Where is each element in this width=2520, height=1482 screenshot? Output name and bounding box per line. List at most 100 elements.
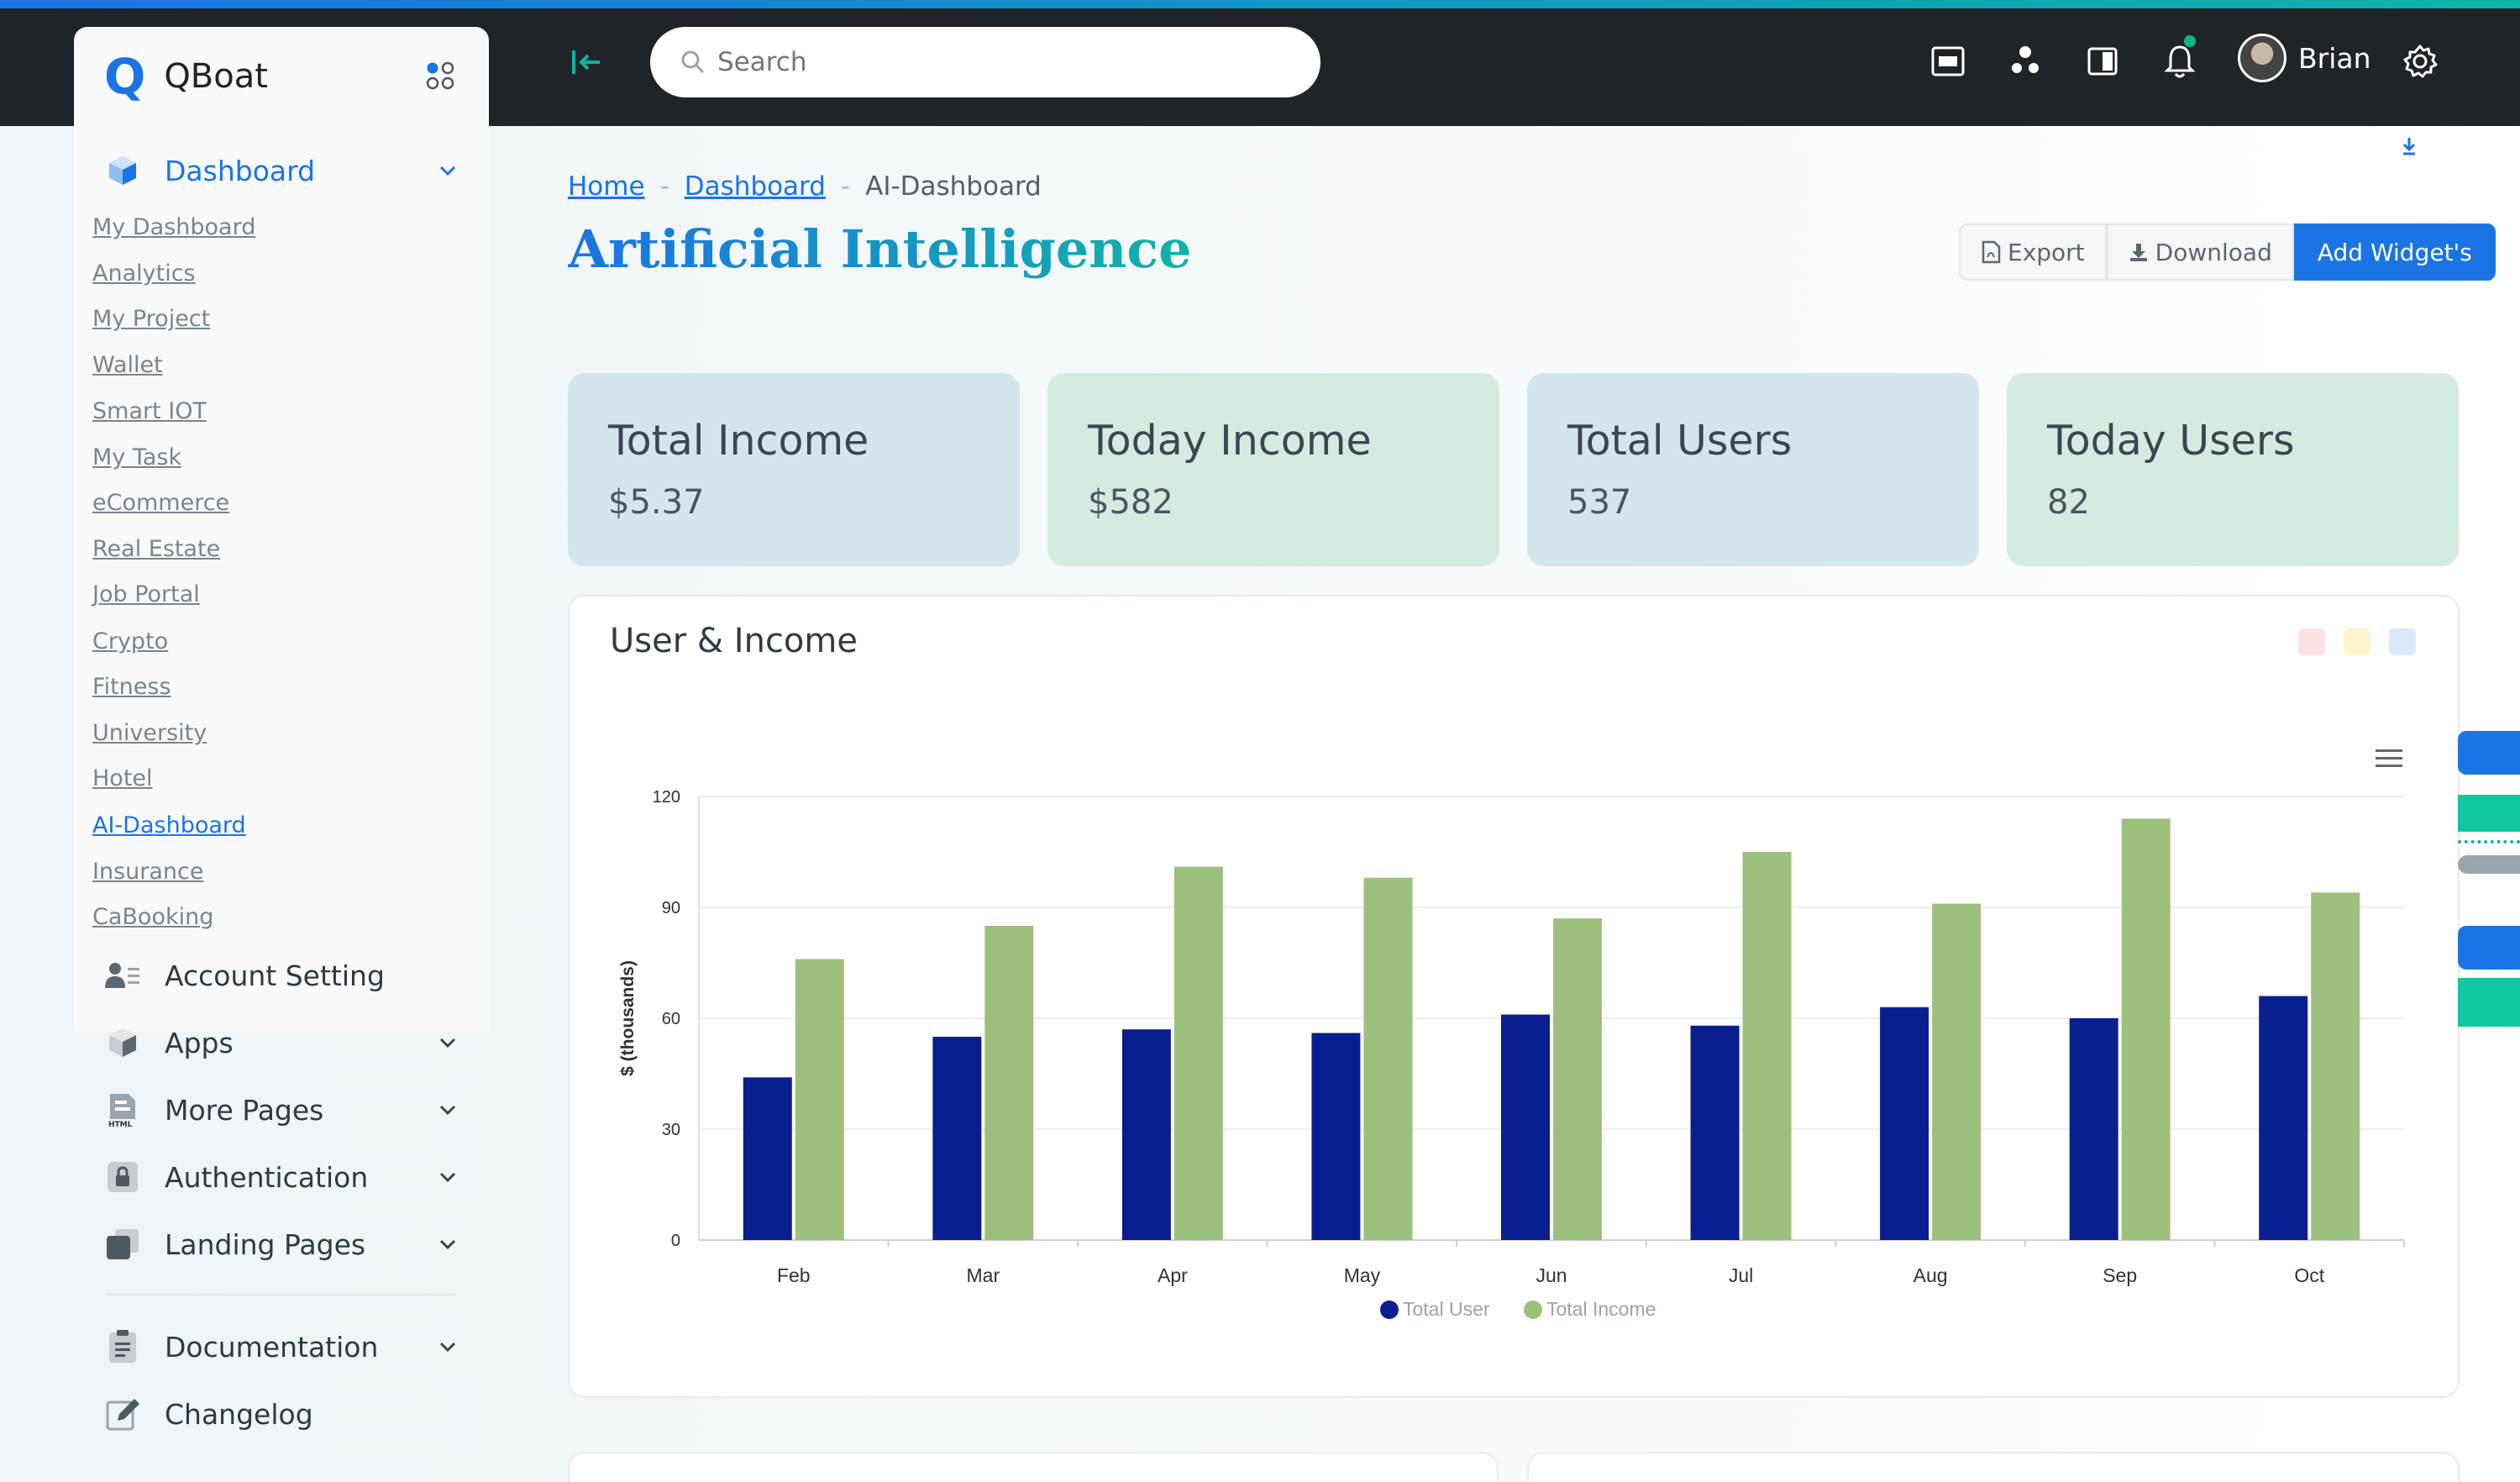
document-icon: [104, 1328, 141, 1365]
box-icon: [104, 1024, 141, 1061]
x-tick-label: Sep: [2103, 1264, 2137, 1286]
edge-widget-dots: [2458, 840, 2520, 849]
fullscreen-icon[interactable]: [1927, 40, 1969, 82]
sidebar-subitem-ecommerce[interactable]: eCommerce: [92, 490, 230, 516]
chevron-down-icon: [435, 1030, 460, 1055]
bottom-card-right: [1527, 1452, 2460, 1482]
sidebar-subitem-real-estate[interactable]: Real Estate: [92, 536, 221, 562]
sidebar-divider: [106, 1294, 455, 1295]
collapse-sidebar-icon[interactable]: [571, 49, 601, 76]
sidebar-item-label: Landing Pages: [165, 1227, 366, 1261]
edge-widget-teal[interactable]: [2458, 795, 2520, 832]
sidebar-subitem-my-project[interactable]: My Project: [92, 306, 211, 332]
breadcrumb-separator: -: [840, 171, 851, 202]
search-bar[interactable]: [650, 27, 1320, 97]
stat-title: Total Income: [608, 417, 869, 465]
close-card-icon[interactable]: [2298, 628, 2325, 655]
export-label: Export: [2008, 238, 2085, 266]
chart-menu-icon[interactable]: [2376, 748, 2402, 770]
breadcrumb-dashboard[interactable]: Dashboard: [684, 171, 826, 202]
add-widgets-button[interactable]: Add Widget's: [2293, 223, 2496, 281]
sidebar-subitem-crypto[interactable]: Crypto: [92, 628, 169, 654]
sidebar-item-changelog[interactable]: Changelog: [104, 1385, 460, 1443]
user-name: Brian: [2298, 41, 2371, 75]
bar-total-income: [1742, 852, 1792, 1240]
bar-total-user: [932, 1037, 982, 1240]
user-income-card: User & Income 0 30 60 90 120 Feb Mar Apr May Jun J…: [568, 595, 2460, 1398]
sidebar-item-landing-pages[interactable]: Landing Pages: [104, 1215, 460, 1274]
bar-total-income: [1553, 918, 1602, 1240]
sidebar-subitem-fitness[interactable]: Fitness: [92, 674, 171, 700]
stat-card-today-income: Today Income $582: [1047, 373, 1499, 566]
lock-icon: [104, 1159, 141, 1196]
download-tab-icon[interactable]: [2374, 126, 2444, 166]
bar-total-user: [1311, 1033, 1361, 1240]
sidebar-subitem-ai-dashboard[interactable]: AI-Dashboard: [92, 812, 246, 838]
legend-marker: [1380, 1301, 1399, 1319]
sidebar-subitem-university[interactable]: University: [92, 720, 207, 746]
search-icon: [681, 50, 705, 74]
sidebar-subitem-analytics[interactable]: Analytics: [92, 260, 196, 286]
download-button[interactable]: Download: [2106, 223, 2294, 281]
svg-text:HTML: HTML: [108, 1121, 133, 1127]
chevron-down-icon: [435, 1334, 460, 1359]
y-tick-label: 120: [653, 788, 680, 807]
bottom-card-left: [568, 1452, 1499, 1482]
edge-widget-grey[interactable]: [2458, 855, 2520, 874]
brand[interactable]: Q QBoat: [74, 27, 489, 126]
sidebar-item-apps[interactable]: Apps: [104, 1013, 460, 1072]
settings-gear-icon[interactable]: [2399, 40, 2441, 82]
export-button[interactable]: Export: [1959, 223, 2107, 281]
sidebar-subitem-insurance[interactable]: Insurance: [92, 859, 204, 885]
breadcrumb-home[interactable]: Home: [568, 171, 645, 202]
team-icon[interactable]: [2004, 40, 2046, 82]
sidebar-item-label: Dashboard: [165, 154, 316, 187]
sidebar-subitem-smart-iot[interactable]: Smart IOT: [92, 398, 207, 424]
layout-toggle-icon[interactable]: [2082, 40, 2124, 82]
card-tools: [2298, 628, 2416, 655]
pdf-file-icon: [1982, 240, 2001, 264]
sidebar-subitem-my-task[interactable]: My Task: [92, 444, 182, 470]
cube-icon: [104, 152, 141, 189]
x-tick-label: Oct: [2294, 1264, 2324, 1286]
bar-total-user: [1690, 1025, 1740, 1240]
sidebar-item-dashboard[interactable]: Dashboard: [104, 141, 460, 200]
bar-total-income: [2311, 892, 2360, 1240]
sidebar-subitem-job-portal[interactable]: Job Portal: [92, 581, 200, 607]
stat-title: Total Users: [1567, 417, 1793, 465]
stat-card-today-users: Today Users 82: [2007, 373, 2459, 566]
bar-total-user: [1880, 1006, 1929, 1240]
edge-widget-blue-2[interactable]: [2458, 926, 2520, 970]
x-tick-label: Jul: [1729, 1264, 1753, 1286]
html-file-icon: HTML: [104, 1091, 141, 1128]
folder-icon[interactable]: [2344, 628, 2370, 655]
pages-icon: [104, 1226, 141, 1263]
y-tick-label: 60: [662, 1010, 680, 1028]
stat-card-total-users: Total Users 537: [1527, 373, 1979, 566]
edge-widget-teal-2[interactable]: [2458, 978, 2520, 1027]
card-title: User & Income: [610, 622, 858, 660]
bar-total-user: [2069, 1018, 2118, 1240]
sidebar-subitem-hotel[interactable]: Hotel: [92, 765, 153, 791]
sidebar-panel: [74, 126, 489, 1032]
sidebar-item-label: Account Setting: [165, 959, 385, 992]
edge-widget-blue[interactable]: [2458, 731, 2520, 775]
stat-card-total-income: Total Income $5.37: [568, 373, 1020, 566]
search-input[interactable]: [717, 47, 1289, 77]
sidebar-item-label: Changelog: [165, 1397, 313, 1431]
sidebar-subitem-wallet[interactable]: Wallet: [92, 352, 163, 378]
sidebar-item-documentation[interactable]: Documentation: [104, 1317, 460, 1376]
sidebar-item-more-pages[interactable]: HTML More Pages: [104, 1080, 460, 1139]
sidebar-item-account-setting[interactable]: Account Setting: [104, 946, 460, 1005]
notification-bell-icon[interactable]: [2159, 35, 2201, 82]
sidebar-subitem-cabooking[interactable]: CaBooking: [92, 904, 214, 930]
breadcrumb: Home - Dashboard - AI-Dashboard: [568, 171, 1042, 202]
apps-grid-icon[interactable]: [425, 60, 455, 91]
sidebar-item-authentication[interactable]: Authentication: [104, 1148, 460, 1206]
bar-total-user: [1501, 1014, 1550, 1240]
user-menu[interactable]: Brian: [2238, 34, 2371, 82]
breadcrumb-current: AI-Dashboard: [865, 171, 1042, 202]
sidebar-subitem-my-dashboard[interactable]: My Dashboard: [92, 214, 256, 240]
bar-total-user: [1121, 1029, 1171, 1240]
expand-grid-icon[interactable]: [2389, 628, 2416, 655]
